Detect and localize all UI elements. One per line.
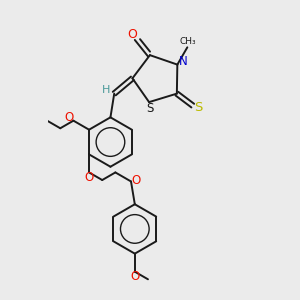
- Text: N: N: [179, 55, 188, 68]
- Text: H: H: [101, 85, 110, 95]
- Text: O: O: [130, 270, 140, 283]
- Text: O: O: [84, 171, 94, 184]
- Text: S: S: [194, 100, 203, 114]
- Text: S: S: [146, 102, 154, 115]
- Text: O: O: [64, 111, 73, 124]
- Text: O: O: [131, 174, 140, 187]
- Text: O: O: [127, 28, 137, 41]
- Text: CH₃: CH₃: [179, 37, 196, 46]
